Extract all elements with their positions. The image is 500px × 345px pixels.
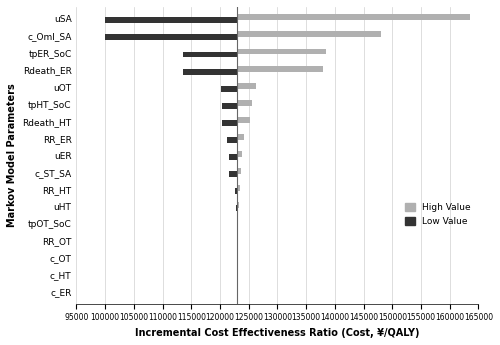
Bar — [238, 185, 240, 191]
X-axis label: Incremental Cost Effectiveness Ratio (Cost, ¥/QALY): Incremental Cost Effectiveness Ratio (Co… — [135, 328, 420, 338]
Bar — [222, 120, 238, 126]
Bar — [182, 51, 238, 58]
Bar — [238, 31, 381, 38]
Legend: High Value, Low Value: High Value, Low Value — [402, 200, 474, 230]
Bar — [105, 34, 238, 40]
Bar — [182, 69, 238, 75]
Bar — [229, 154, 237, 160]
Bar — [238, 49, 326, 55]
Bar — [238, 117, 250, 123]
Bar — [238, 134, 244, 140]
Bar — [238, 83, 256, 89]
Bar — [238, 100, 252, 106]
Bar — [229, 171, 237, 177]
Bar — [238, 168, 242, 174]
Bar — [238, 66, 324, 71]
Y-axis label: Markov Model Parameters: Markov Model Parameters — [7, 83, 17, 227]
Bar — [235, 188, 238, 194]
Bar — [227, 137, 237, 143]
Bar — [236, 222, 238, 228]
Bar — [222, 103, 238, 109]
Bar — [238, 151, 242, 157]
Bar — [221, 86, 238, 92]
Bar — [236, 205, 238, 211]
Bar — [238, 14, 470, 20]
Bar — [105, 17, 238, 23]
